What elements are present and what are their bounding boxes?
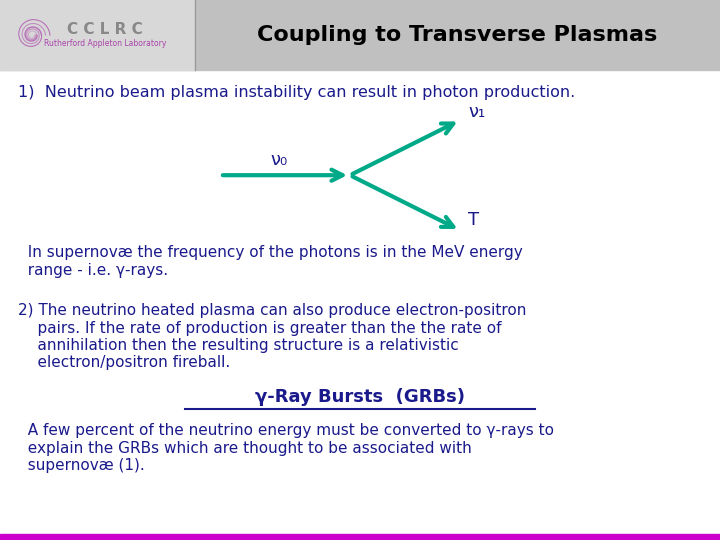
Text: Coupling to Transverse Plasmas: Coupling to Transverse Plasmas bbox=[257, 25, 657, 45]
Bar bbox=[0, 0, 720, 70]
Text: 2) The neutrino heated plasma can also produce electron-positron
    pairs. If t: 2) The neutrino heated plasma can also p… bbox=[18, 303, 526, 370]
Bar bbox=[0, 0, 195, 70]
Text: T: T bbox=[468, 211, 479, 229]
Text: ν₁: ν₁ bbox=[468, 103, 485, 121]
Text: γ-Ray Bursts  (GRBs): γ-Ray Bursts (GRBs) bbox=[255, 388, 465, 406]
Text: Rutherford Appleton Laboratory: Rutherford Appleton Laboratory bbox=[44, 38, 166, 48]
Bar bbox=[0, 534, 720, 540]
Text: C C L R C: C C L R C bbox=[67, 22, 143, 37]
Text: In supernovæ the frequency of the photons is in the MeV energy
  range - i.e. γ-: In supernovæ the frequency of the photon… bbox=[18, 245, 523, 278]
Text: A few percent of the neutrino energy must be converted to γ-rays to
  explain th: A few percent of the neutrino energy mus… bbox=[18, 423, 554, 473]
Text: 1)  Neutrino beam plasma instability can result in photon production.: 1) Neutrino beam plasma instability can … bbox=[18, 85, 575, 100]
Text: ν₀: ν₀ bbox=[270, 151, 287, 169]
